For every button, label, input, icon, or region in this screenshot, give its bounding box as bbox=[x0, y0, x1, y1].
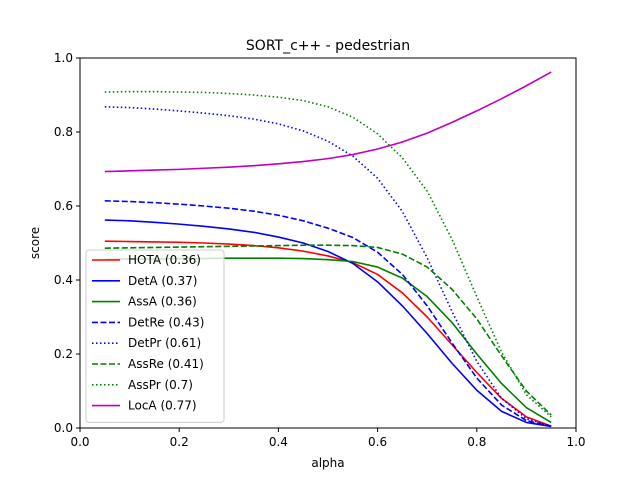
y-tick-label: 0.8 bbox=[54, 125, 73, 139]
legend-label: LocA (0.77) bbox=[128, 399, 197, 413]
series-line-6 bbox=[104, 90, 552, 418]
y-tick-label: 0.2 bbox=[54, 347, 73, 361]
legend-label: DetA (0.37) bbox=[128, 274, 197, 288]
y-tick-label: 0.6 bbox=[54, 199, 73, 213]
series-line-1 bbox=[104, 219, 552, 428]
x-tick-label: 0.8 bbox=[467, 435, 486, 449]
x-tick-label: 0.4 bbox=[269, 435, 288, 449]
chart-title: SORT_c++ - pedestrian bbox=[246, 38, 410, 54]
legend-label: AssPr (0.7) bbox=[128, 378, 193, 392]
x-tick-label: 1.0 bbox=[566, 435, 585, 449]
series-line-3 bbox=[104, 200, 552, 427]
series-line-5 bbox=[104, 244, 552, 416]
legend-label: AssA (0.36) bbox=[128, 295, 197, 309]
series-line-0 bbox=[104, 240, 552, 427]
y-tick-label: 0.4 bbox=[54, 273, 73, 287]
legend-label: DetRe (0.43) bbox=[128, 315, 204, 329]
legend-label: DetPr (0.61) bbox=[128, 336, 201, 350]
x-axis-label: alpha bbox=[311, 456, 344, 470]
x-tick-label: 0.2 bbox=[170, 435, 189, 449]
y-axis: 0.0 0.2 0.4 0.6 0.8 1.0 bbox=[54, 51, 80, 435]
x-tick-label: 0.6 bbox=[368, 435, 387, 449]
legend-box bbox=[85, 249, 225, 423]
legend: HOTA (0.36) DetA (0.37) AssA (0.36) DetRe (… bbox=[85, 249, 225, 423]
y-tick-label: 0.0 bbox=[54, 421, 73, 435]
legend-label: AssRe (0.41) bbox=[128, 357, 204, 371]
plot-frame bbox=[79, 57, 577, 429]
x-axis: 0.0 0.2 0.4 0.6 0.8 1.0 bbox=[70, 428, 586, 449]
series-line-7 bbox=[104, 71, 552, 173]
y-tick-label: 1.0 bbox=[54, 51, 73, 65]
y-axis-label: score bbox=[28, 227, 42, 259]
x-tick-label: 0.0 bbox=[70, 435, 89, 449]
legend-label: HOTA (0.36) bbox=[128, 253, 201, 267]
